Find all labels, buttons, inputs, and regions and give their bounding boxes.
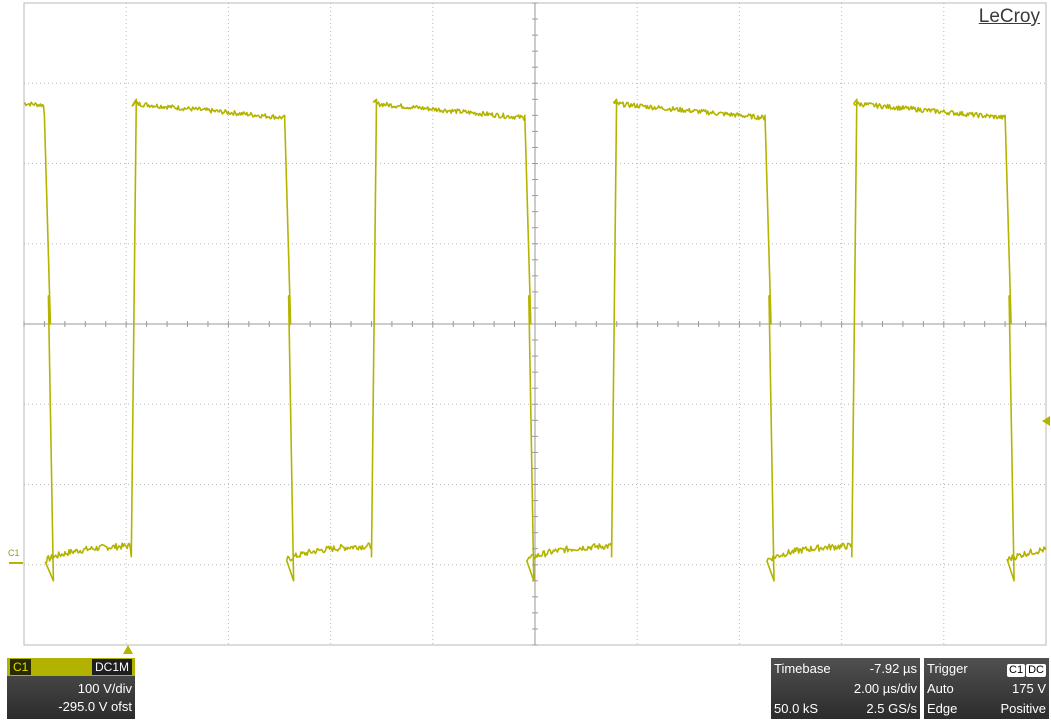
timebase-rate: 2.5 GS/s <box>866 701 917 716</box>
brand-logo: LeCroy <box>978 6 1040 27</box>
channel-offset: -295.0 V ofst <box>58 699 132 714</box>
channel-ground-marker-label: C1 <box>8 548 20 558</box>
trigger-level-arrow-icon[interactable] <box>1042 416 1050 426</box>
trigger-type: Edge <box>927 701 958 716</box>
trigger-slope: Positive <box>1000 701 1046 716</box>
channel-header: C1 DC1M <box>7 658 135 676</box>
trigger-source-badges: C1 DC <box>1006 660 1046 677</box>
graticule <box>23 2 1047 646</box>
timebase-samples: 50.0 kS <box>774 701 819 716</box>
trigger-coupling: DC <box>1026 664 1046 677</box>
trigger-position-arrow-icon[interactable] <box>123 645 133 654</box>
channel-ground-marker[interactable] <box>9 562 23 564</box>
timebase-scale: 2.00 µs/div <box>853 681 917 696</box>
trigger-label: Trigger <box>927 661 968 676</box>
timebase-label: Timebase <box>774 661 831 676</box>
trigger-source: C1 <box>1007 664 1026 677</box>
channel-tag: C1 <box>10 659 32 675</box>
channel-1-trace <box>23 98 1047 582</box>
channel-coupling: DC1M <box>91 659 132 675</box>
trigger-descriptor-box[interactable]: Trigger C1 DC Auto 175 V Edge Positive <box>924 658 1049 719</box>
trigger-level: 175 V <box>1012 681 1046 696</box>
channel-scale: 100 V/div <box>77 681 132 696</box>
channel-1-waveform <box>23 98 1047 582</box>
timebase-delay: -7.92 µs <box>869 661 917 676</box>
timebase-descriptor-box[interactable]: Timebase -7.92 µs 2.00 µs/div 50.0 kS 2.… <box>771 658 920 719</box>
channel-descriptor-box[interactable]: C1 DC1M 100 V/div -295.0 V ofst <box>7 658 135 719</box>
trigger-mode: Auto <box>927 681 954 696</box>
